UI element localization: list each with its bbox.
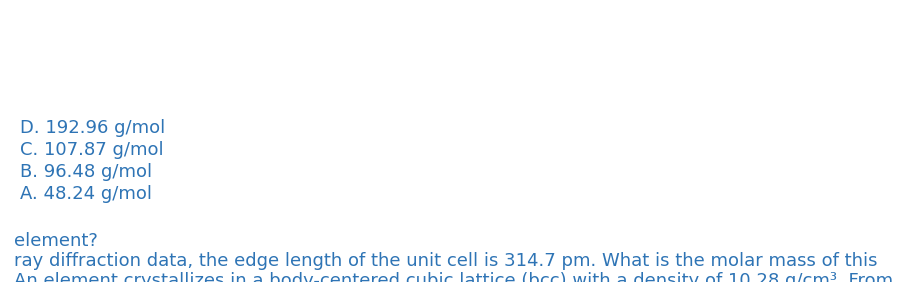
Text: C. 107.87 g/mol: C. 107.87 g/mol: [20, 141, 163, 159]
Text: B. 96.48 g/mol: B. 96.48 g/mol: [20, 163, 152, 181]
Text: D. 192.96 g/mol: D. 192.96 g/mol: [20, 119, 165, 137]
Text: ray diffraction data, the edge length of the unit cell is 314.7 pm. What is the : ray diffraction data, the edge length of…: [14, 252, 877, 270]
Text: An element crystallizes in a body-centered cubic lattice (bcc) with a density of: An element crystallizes in a body-center…: [14, 272, 898, 282]
Text: element?: element?: [14, 232, 98, 250]
Text: A. 48.24 g/mol: A. 48.24 g/mol: [20, 185, 152, 203]
